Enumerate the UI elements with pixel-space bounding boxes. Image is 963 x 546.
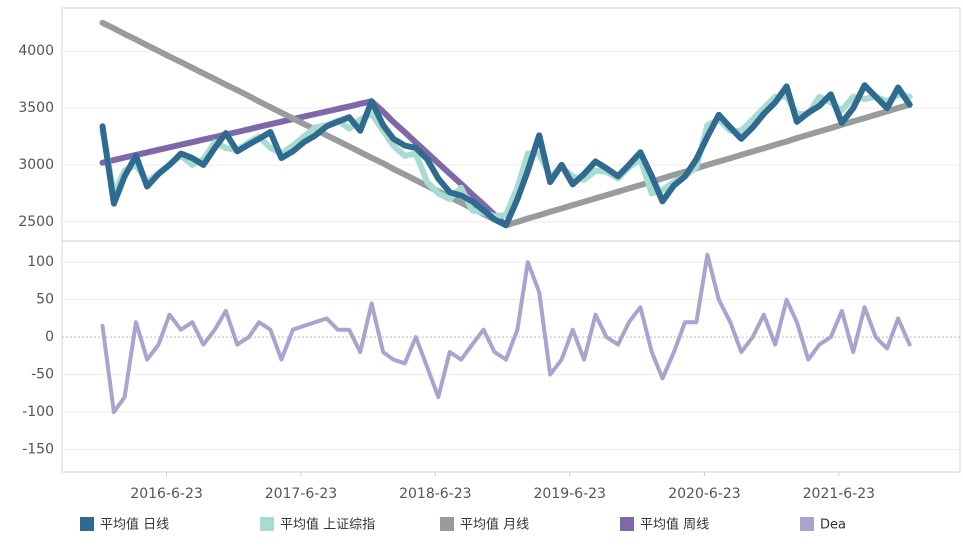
legend-swatch (260, 517, 274, 531)
x-tick-label: 2019-6-23 (533, 486, 605, 502)
x-tick-label: 2020-6-23 (668, 486, 740, 502)
x-tick-label: 2017-6-23 (265, 486, 337, 502)
y-tick-label: 50 (36, 292, 54, 308)
y-tick-label: 0 (45, 329, 54, 345)
x-tick-label: 2021-6-23 (803, 486, 875, 502)
legend-swatch (800, 517, 814, 531)
x-tick-label: 2016-6-23 (130, 486, 202, 502)
y-tick-label: 100 (27, 254, 54, 270)
series-line (99, 82, 913, 229)
plot-frame (61, 7, 961, 473)
series-line (99, 82, 913, 229)
legend-label: 平均值 上证综指 (280, 517, 375, 533)
x-tick-label: 2018-6-23 (399, 486, 471, 502)
legend-label: Dea (820, 518, 846, 533)
y-tick-label: -100 (22, 404, 54, 420)
y-tick-label: 3500 (18, 100, 54, 116)
y-tick-label: -50 (31, 367, 54, 383)
legend: 平均值 日线 平均值 上证综指 平均值 月线 平均值 周线 Dea (80, 517, 846, 533)
y-tick-label: 2500 (18, 214, 54, 230)
y-tick-label: -150 (22, 442, 54, 458)
series-line (99, 19, 913, 229)
series-line (100, 252, 912, 415)
legend-swatch (440, 517, 454, 531)
legend-label: 平均值 日线 (100, 517, 169, 533)
legend-swatch (620, 517, 634, 531)
legend-label: 平均值 周线 (640, 517, 709, 533)
y-tick-label: 3000 (18, 157, 54, 173)
series-line (99, 91, 913, 220)
legend-swatch (80, 517, 94, 531)
legend-label: 平均值 月线 (460, 517, 529, 533)
y-tick-label: 4000 (18, 43, 54, 59)
